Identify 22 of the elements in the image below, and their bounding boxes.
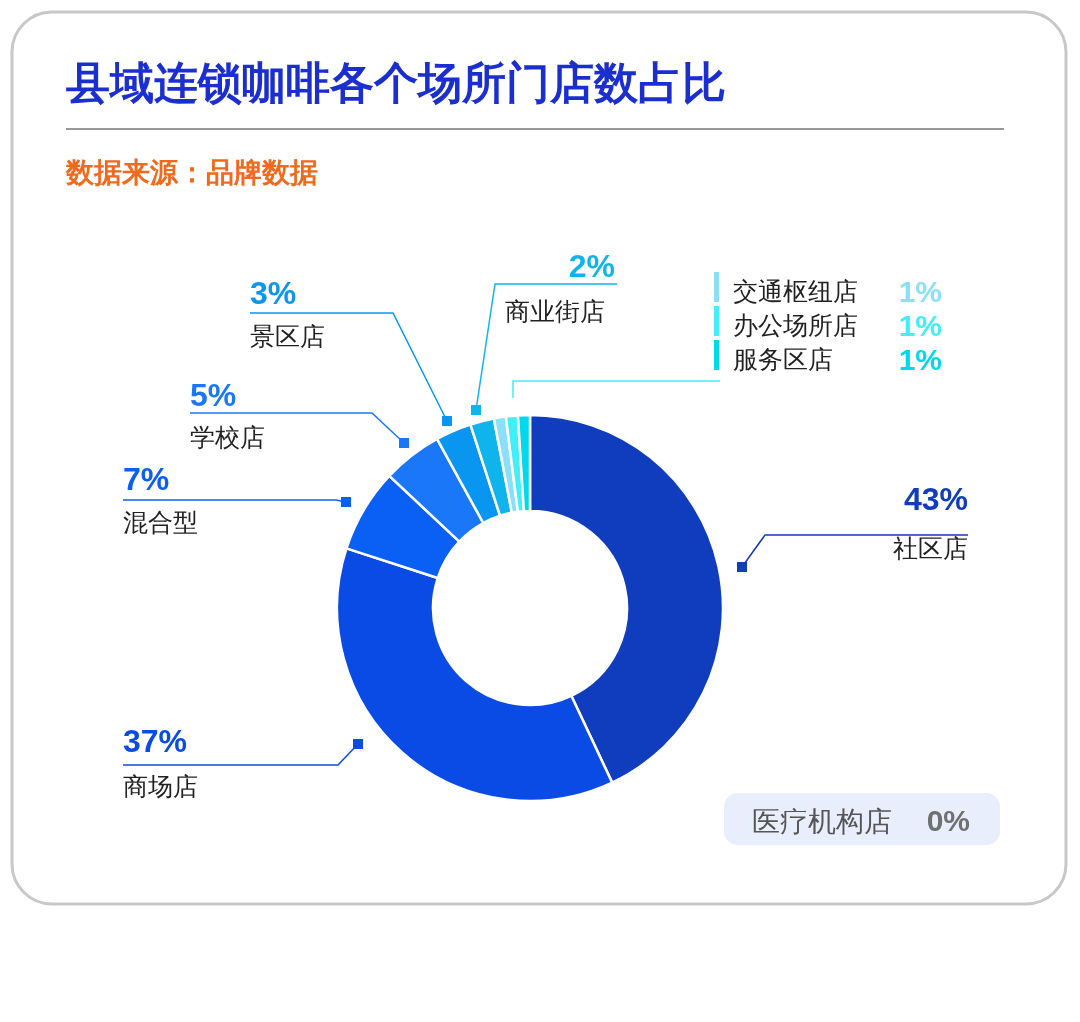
chart-subtitle: 数据来源：品牌数据 (65, 157, 318, 188)
data-label: 37% (123, 723, 188, 759)
text: 0% (926, 804, 970, 837)
data-label: 1% (898, 309, 942, 342)
slice-label: 商业街店 (505, 297, 605, 325)
chart-title: 县域连锁咖啡各个场所门店数占比 (65, 58, 726, 107)
data-label: 43% (903, 481, 968, 517)
legend-label: 交通枢纽店 (733, 277, 858, 305)
data-label: 1% (898, 343, 942, 376)
slice-label: 学校店 (190, 423, 265, 451)
data-label: 1% (898, 275, 942, 308)
legend-label: 服务区店 (733, 345, 833, 373)
slice-label: 社区店 (893, 534, 968, 562)
data-label: 3% (250, 275, 297, 311)
data-label: 7% (123, 461, 170, 497)
category-label: 医疗机构店 (752, 806, 892, 837)
slice-label: 景区店 (250, 322, 325, 350)
data-label: 2% (568, 248, 615, 284)
legend-label: 办公场所店 (733, 311, 858, 339)
slice-label: 混合型 (123, 508, 198, 536)
data-label: 5% (190, 377, 237, 413)
slice-label: 商场店 (123, 772, 198, 800)
